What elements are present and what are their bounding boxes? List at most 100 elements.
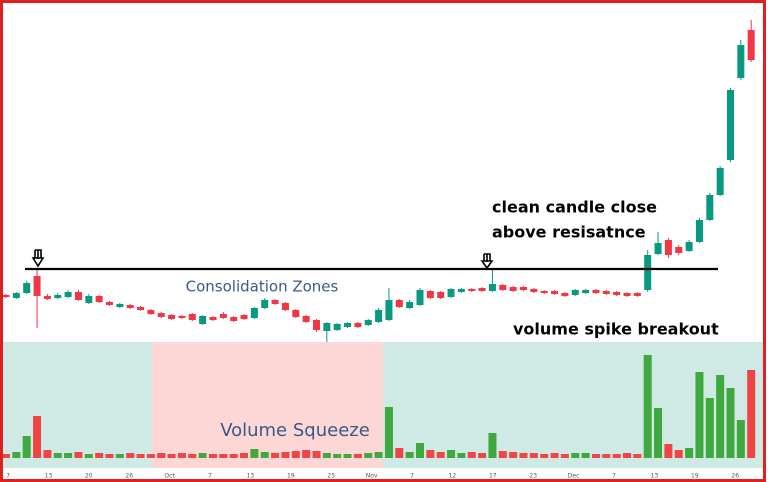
volume-bar [333, 454, 342, 458]
volume-bar [74, 452, 83, 458]
candle-body [116, 304, 124, 307]
candle-body [106, 302, 113, 305]
x-tick-label: 13 [45, 473, 53, 480]
volume-bar [115, 454, 124, 458]
annotation: Consolidation Zones [186, 278, 339, 296]
candle-body [644, 255, 652, 290]
volume-bar [529, 453, 538, 458]
candle-body [602, 291, 610, 294]
candle-body [240, 315, 248, 319]
candle-body [706, 195, 714, 220]
volume-bar [53, 453, 62, 458]
volume-bar [705, 398, 714, 458]
x-tick-label: 19 [691, 473, 699, 480]
candle-body [613, 292, 621, 295]
candle-body [74, 292, 82, 300]
candle-body [426, 291, 434, 298]
annotation: clean candle close [492, 198, 657, 217]
volume-bar [12, 452, 21, 458]
x-tick-label: Nov [366, 473, 378, 480]
candle-body [313, 320, 320, 330]
volume-bar [198, 453, 207, 458]
candle-body [406, 302, 414, 308]
volume-bar [488, 433, 497, 458]
candle-body [178, 316, 186, 318]
candle-body [23, 283, 31, 293]
candle-body [43, 296, 51, 299]
volume-bar [498, 451, 507, 458]
volume-bar [695, 372, 704, 458]
candle-body [520, 287, 527, 290]
volume-bar [33, 416, 42, 458]
volume-bar [571, 453, 580, 458]
volume-bar [105, 454, 114, 458]
volume-bar [384, 407, 393, 458]
volume-bar [478, 453, 487, 458]
x-tick-label: 20 [85, 473, 93, 480]
volume-bar [519, 453, 528, 458]
volume-bar [312, 451, 321, 458]
x-tick-label: Dec [568, 473, 580, 480]
candle-body [695, 220, 703, 242]
candle-body [364, 320, 372, 325]
volume-bar [343, 454, 352, 458]
volume-bar [126, 453, 135, 458]
candle-body [333, 324, 341, 330]
candle-body [12, 293, 20, 298]
volume-bar [219, 454, 228, 458]
volume-bar [540, 454, 549, 458]
candle-body [137, 307, 145, 310]
candle-body [302, 316, 310, 322]
candle-body [64, 292, 72, 297]
volume-bar [509, 452, 518, 458]
volume-bar [250, 449, 259, 458]
volume-bar [146, 454, 155, 458]
volume-bar [136, 454, 145, 458]
candle-body [219, 314, 227, 318]
candle-body [188, 314, 196, 320]
volume-bar [674, 450, 683, 458]
candle-body [499, 285, 507, 290]
candle-body [571, 290, 579, 295]
annotation: Volume Squeeze [220, 420, 370, 441]
candle-body [551, 291, 559, 294]
volume-bar [612, 454, 621, 458]
candle-body [582, 290, 590, 293]
candle-body [716, 168, 724, 195]
candle-body [168, 315, 176, 319]
volume-bar [602, 454, 611, 458]
x-tick-label: 23 [529, 473, 537, 480]
candle-body [250, 308, 258, 318]
candle-body [561, 293, 569, 296]
candle-body [344, 323, 352, 327]
candle-body [509, 287, 517, 291]
x-tick-label: 13 [651, 473, 659, 480]
x-tick-label: 17 [489, 473, 497, 480]
candle-body [157, 313, 165, 317]
volume-bar [271, 453, 280, 458]
volume-bar [95, 453, 104, 458]
volume-bar [736, 420, 745, 458]
volume-bar [726, 388, 735, 458]
volume-bar [747, 370, 756, 458]
candle-body [540, 291, 548, 293]
volume-bar [560, 454, 569, 458]
volume-bar [374, 452, 383, 458]
volume-bar [281, 452, 290, 458]
candle-body [85, 296, 93, 303]
candle-body [478, 288, 486, 291]
annotation: volume spike breakout [513, 320, 719, 339]
volume-bar [664, 444, 673, 458]
volume-bar [654, 408, 663, 458]
candle-body [654, 243, 662, 254]
candle-body [375, 310, 383, 322]
candle-body [199, 316, 207, 324]
candle-body [530, 289, 538, 292]
volume-bar [209, 454, 217, 458]
volume-bar [457, 453, 466, 458]
arrow [31, 249, 45, 268]
x-tick-label: 19 [287, 473, 295, 480]
volume-bar [467, 452, 476, 458]
candle-body [592, 290, 600, 293]
